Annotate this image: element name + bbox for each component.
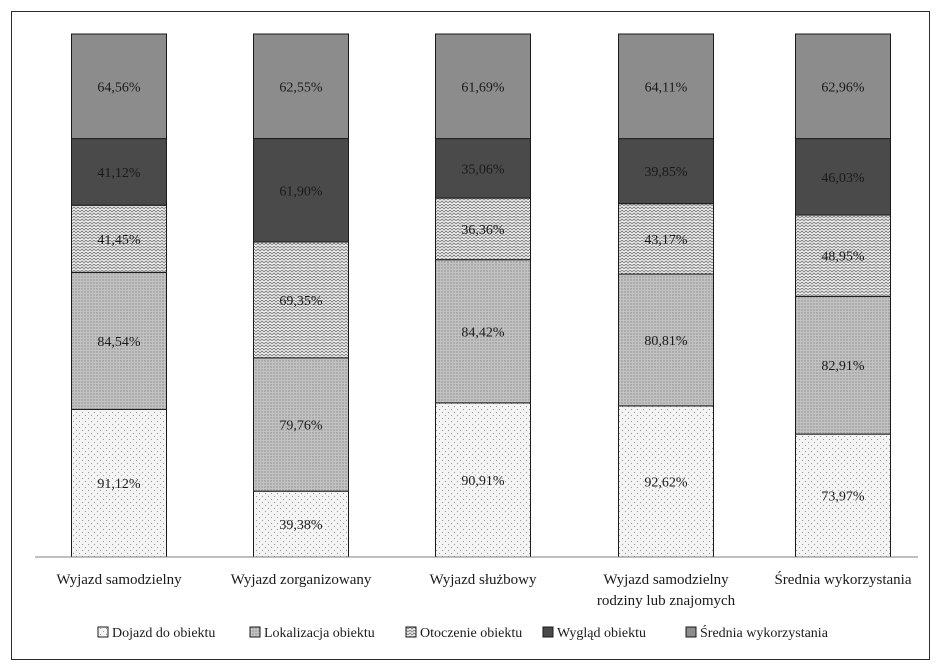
bar-segment: [435, 138, 531, 199]
data-label: 64,56%: [97, 80, 141, 95]
legend-swatch: [685, 626, 697, 638]
bar-segment: [618, 33, 714, 140]
bar-segment: [253, 357, 349, 492]
legend: Dojazd do obiektu Lokalizacja obiektu Otoc…: [97, 624, 829, 641]
bar-segment: [618, 405, 714, 558]
data-label: 82,91%: [821, 359, 865, 374]
bar-segment: [253, 138, 349, 243]
data-label: 69,35%: [279, 294, 323, 309]
bar-segment: [71, 204, 167, 273]
data-label: 39,38%: [279, 518, 323, 533]
legend-label: Lokalizacja obiektu: [264, 626, 375, 641]
data-label: 64,11%: [645, 80, 688, 95]
legend-swatch: [97, 626, 109, 638]
x-tick-label: Wyjazd zorganizowany: [231, 572, 372, 588]
data-label: 90,91%: [461, 474, 505, 489]
data-label: 91,12%: [97, 477, 141, 492]
data-label: 35,06%: [461, 162, 505, 177]
bar-segment: [71, 33, 167, 140]
bar-segment: [435, 402, 531, 558]
data-label: 92,62%: [644, 475, 688, 490]
x-tick-label: Wyjazd samodzielny: [603, 572, 729, 588]
x-tick-label: rodziny lub znajomych: [597, 593, 736, 609]
x-tick-label: Wyjazd samodzielny: [56, 572, 182, 588]
bar-segment: [795, 295, 891, 435]
data-label: 84,54%: [97, 335, 141, 350]
bar-segment: [71, 408, 167, 558]
legend-label: Wygląd obiektu: [557, 626, 646, 641]
data-label: 48,95%: [821, 250, 865, 265]
bar-segment: [618, 138, 714, 205]
bar-segment: [71, 138, 167, 206]
data-label: 41,12%: [97, 166, 141, 181]
x-tick-label: Średnia wykorzystania: [774, 571, 911, 588]
legend-swatch: [405, 626, 417, 638]
data-label: 80,81%: [644, 334, 688, 349]
data-label: 46,03%: [821, 171, 865, 186]
data-label: 84,42%: [461, 325, 505, 340]
legend-swatch: [249, 626, 261, 638]
x-axis-labels: Wyjazd samodzielny Wyjazd zorganizowany Wy…: [56, 571, 912, 609]
bar-segment: [435, 33, 531, 140]
bar-segment: [795, 138, 891, 216]
bar-segment: [618, 203, 714, 275]
legend-label: Średnia wykorzystania: [700, 624, 829, 641]
x-tick-label: Wyjazd służbowy: [430, 572, 537, 588]
data-label: 41,45%: [97, 233, 141, 248]
data-label: 62,96%: [821, 80, 865, 95]
data-label: 61,69%: [461, 80, 505, 95]
bar-segment: [795, 214, 891, 297]
bar-segment: [618, 273, 714, 407]
bar-segment: [795, 33, 891, 140]
legend-swatch: [542, 626, 554, 638]
data-label: 39,85%: [644, 165, 688, 180]
bars-layer: 91,12% 84,54% 41,45% 41,12% 64,56% 39,38% 79,7…: [71, 33, 891, 558]
bar-segment: [435, 259, 531, 404]
data-label: 43,17%: [644, 233, 688, 248]
legend-label: Dojazd do obiektu: [112, 626, 215, 641]
data-label: 36,36%: [461, 223, 505, 238]
data-label: 73,97%: [821, 490, 865, 505]
bar-segment: [253, 33, 349, 140]
data-label: 61,90%: [279, 184, 323, 199]
data-label: 62,55%: [279, 80, 323, 95]
bar-segment: [253, 241, 349, 359]
data-label: 79,76%: [279, 419, 323, 434]
legend-label: Otoczenie obiektu: [420, 626, 522, 641]
